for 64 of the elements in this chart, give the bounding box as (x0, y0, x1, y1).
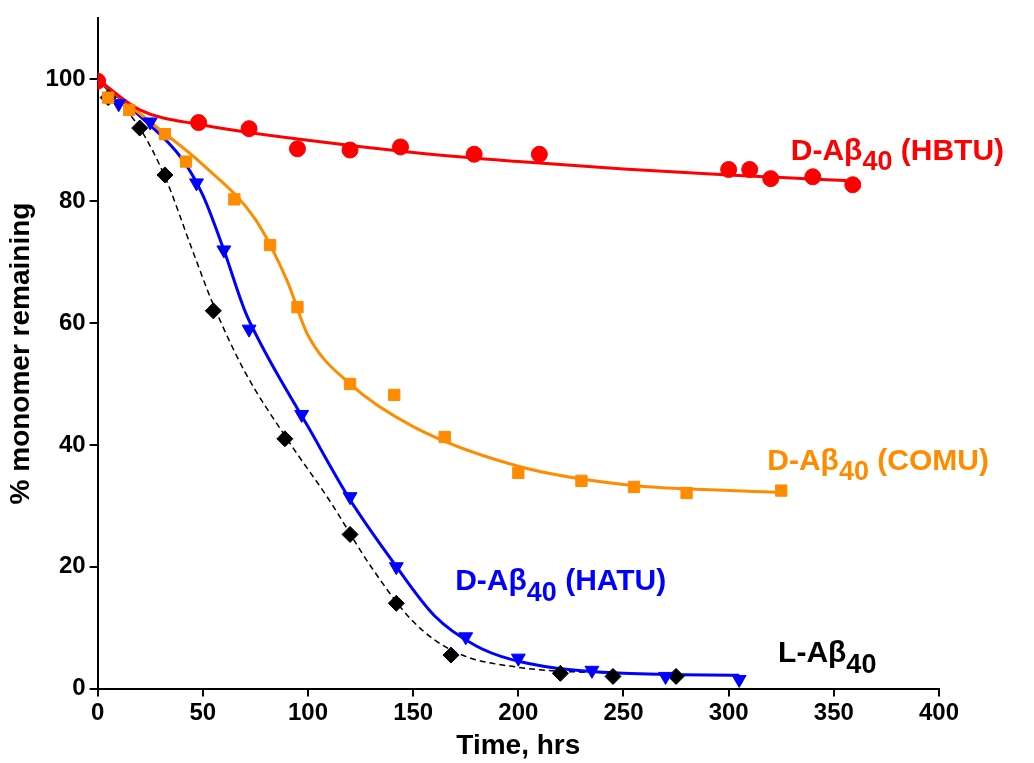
point (341, 141, 359, 159)
x-tick-label: 350 (813, 697, 854, 725)
point (731, 674, 747, 688)
point (584, 665, 600, 679)
y-axis-title: % monomer remaining (3, 202, 35, 505)
point (465, 145, 483, 163)
point (438, 430, 451, 444)
point (131, 119, 149, 137)
point (240, 120, 258, 138)
point (216, 245, 232, 259)
point (388, 388, 401, 402)
point (720, 161, 738, 178)
x-tick-label: 400 (918, 697, 960, 725)
point (228, 193, 241, 206)
point (179, 155, 193, 168)
y-tick-label: 60 (58, 307, 86, 335)
x-tick-label: 150 (393, 697, 434, 725)
point (388, 562, 404, 576)
point (392, 138, 410, 156)
point (775, 484, 788, 497)
point (123, 103, 136, 116)
point (627, 480, 641, 494)
point (762, 170, 780, 188)
point (241, 324, 257, 338)
point (342, 492, 358, 506)
y-tick-label: 100 (45, 63, 86, 91)
x-tick-label: 100 (287, 697, 329, 725)
point (658, 671, 673, 685)
x-tick-label: 0 (90, 697, 105, 725)
point (276, 430, 294, 448)
point (680, 486, 693, 500)
point (741, 161, 759, 178)
point (263, 238, 277, 252)
point (294, 409, 310, 423)
point (158, 128, 172, 141)
point (804, 168, 822, 186)
point (510, 653, 526, 667)
point (530, 145, 548, 163)
x-tick-label: 300 (708, 697, 749, 725)
point (288, 140, 306, 158)
point (458, 632, 474, 646)
y-tick-label: 80 (58, 185, 86, 213)
point (551, 664, 569, 682)
point (190, 114, 208, 132)
y-tick-label: 40 (58, 429, 86, 457)
point (512, 466, 525, 480)
point (442, 646, 460, 664)
point (204, 302, 222, 320)
point (189, 178, 204, 192)
x-axis-title: Time, hrs (456, 728, 581, 760)
point (575, 474, 588, 487)
point (844, 176, 862, 194)
point (156, 166, 174, 184)
point (291, 301, 304, 314)
y-tick-label: 20 (58, 551, 86, 579)
point (343, 377, 357, 391)
point (142, 117, 158, 131)
point (604, 667, 622, 685)
x-tick-label: 200 (498, 697, 539, 725)
x-tick-label: 250 (603, 697, 644, 725)
x-tick-label: 50 (189, 697, 217, 725)
point (341, 525, 359, 543)
point (387, 594, 405, 612)
y-tick-label: 0 (72, 673, 86, 701)
